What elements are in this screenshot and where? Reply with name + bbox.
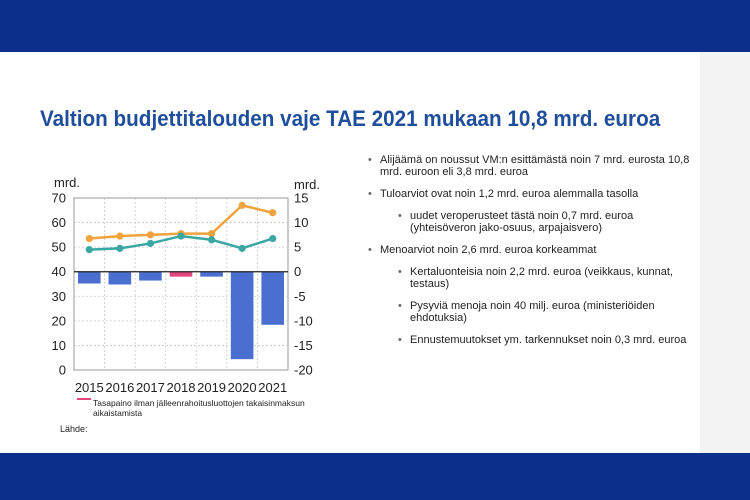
data-point	[207, 236, 216, 244]
bullet-item: Tuloarviot ovat noin 1,2 mrd. euroa alem…	[368, 188, 698, 200]
plot-area	[73, 197, 289, 371]
bullet-item: uudet veroperusteet tästä noin 0,7 mrd. …	[398, 210, 698, 234]
right-tick-label: -10	[294, 313, 313, 328]
right-tick-label: 5	[294, 240, 301, 255]
left-tick-label: 70	[52, 191, 66, 206]
x-tick-label: 2016	[105, 380, 134, 395]
data-point	[85, 234, 93, 243]
data-point	[238, 244, 246, 252]
data-point	[207, 230, 216, 238]
left-tick-label: 40	[52, 264, 66, 279]
bar	[77, 271, 101, 284]
x-tick-label: 2018	[167, 380, 196, 395]
legend-note: Tasapaino ilman jälleenrahoitusluottojen…	[93, 398, 305, 418]
left-axis-label: mrd.	[54, 175, 80, 190]
right-tick-label: 15	[294, 191, 308, 206]
left-tick-label: 20	[52, 313, 66, 328]
bar	[139, 271, 162, 281]
right-tick-label: -15	[294, 338, 313, 353]
slide-edge	[700, 52, 750, 453]
source-label: Lähde:	[60, 424, 88, 434]
x-tick-label: 2015	[75, 380, 104, 395]
bottom-band	[0, 453, 750, 500]
right-tick-label: 10	[294, 215, 308, 230]
bar	[200, 271, 223, 277]
x-tick-label: 2020	[228, 380, 257, 395]
bullet-item: Kertaluonteisia noin 2,2 mrd. euroa (vei…	[398, 266, 698, 290]
left-tick-label: 30	[52, 289, 66, 304]
top-band	[0, 0, 750, 52]
bullet-item: Ennustemuutokset ym. tarkennukset noin 0…	[398, 334, 698, 346]
x-tick-label: 2017	[136, 380, 165, 395]
data-point	[146, 239, 155, 248]
data-point	[116, 244, 124, 252]
left-tick-label: 10	[52, 338, 66, 353]
bar	[261, 271, 285, 325]
left-tick-label: 0	[59, 363, 66, 378]
data-point	[177, 232, 185, 240]
data-point	[116, 232, 124, 240]
bar	[169, 271, 193, 277]
right-tick-label: 0	[294, 264, 301, 279]
bar	[108, 271, 132, 285]
data-point	[269, 234, 277, 243]
bullet-item: Menoarviot noin 2,6 mrd. euroa korkeamma…	[368, 244, 698, 256]
slide-title: Valtion budjettitalouden vaje TAE 2021 m…	[40, 106, 661, 131]
legend-swatch	[77, 398, 91, 400]
data-point	[146, 231, 155, 239]
right-tick-label: -20	[294, 363, 313, 378]
bullet-list: Alijäämä on noussut VM:n esittämästä noi…	[368, 154, 698, 356]
data-point	[238, 201, 246, 209]
right-tick-label: -5	[294, 289, 306, 304]
left-tick-label: 50	[52, 240, 66, 255]
bar	[230, 271, 254, 360]
left-tick-label: 60	[52, 215, 66, 230]
x-tick-label: 2021	[258, 380, 287, 395]
bullet-item: Alijäämä on noussut VM:n esittämästä noi…	[368, 154, 698, 178]
bullet-item: Pysyviä menoja noin 40 milj. euroa (mini…	[398, 300, 698, 324]
data-point	[85, 246, 93, 254]
x-tick-label: 2019	[197, 380, 226, 395]
data-point	[269, 209, 277, 217]
right-axis-label: mrd.	[294, 177, 320, 192]
